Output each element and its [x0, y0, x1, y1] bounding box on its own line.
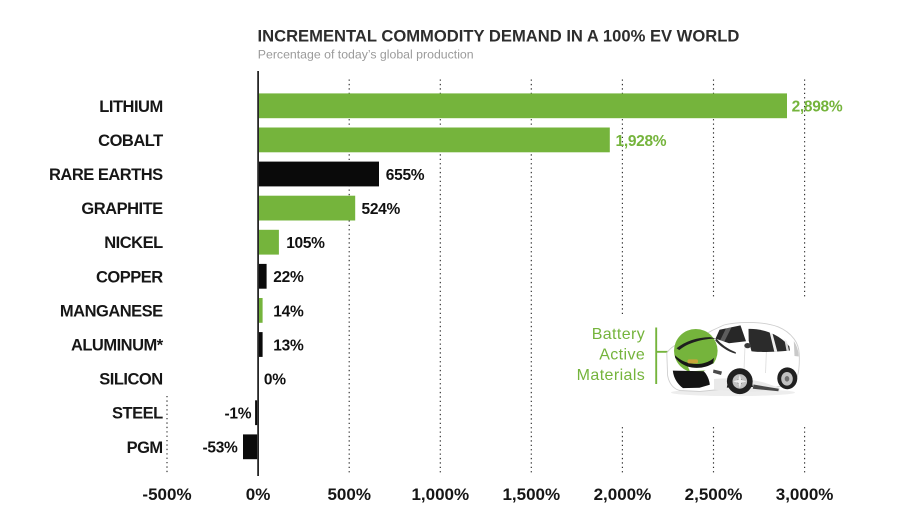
svg-text:-53%: -53%: [203, 440, 239, 457]
svg-text:INCREMENTAL COMMODITY DEMAND I: INCREMENTAL COMMODITY DEMAND IN A 100% E…: [258, 27, 740, 46]
svg-text:Active: Active: [599, 347, 645, 364]
svg-text:ALUMINUM*: ALUMINUM*: [71, 337, 164, 355]
svg-text:GRAPHITE: GRAPHITE: [81, 200, 163, 218]
svg-text:500%: 500%: [327, 485, 370, 504]
svg-text:LITHIUM: LITHIUM: [99, 98, 162, 116]
svg-text:22%: 22%: [273, 269, 304, 286]
svg-text:2,500%: 2,500%: [685, 485, 743, 504]
svg-text:COPPER: COPPER: [96, 268, 163, 286]
svg-text:Percentage of today’s global p: Percentage of today’s global production: [258, 48, 474, 62]
svg-text:1,000%: 1,000%: [411, 485, 469, 504]
svg-text:NICKEL: NICKEL: [104, 234, 163, 252]
svg-text:655%: 655%: [386, 167, 425, 184]
svg-text:Materials: Materials: [577, 367, 646, 384]
svg-text:PGM: PGM: [127, 439, 163, 457]
svg-text:1,928%: 1,928%: [616, 133, 667, 150]
svg-text:3,000%: 3,000%: [776, 485, 834, 504]
svg-text:0%: 0%: [246, 485, 271, 504]
svg-text:STEEL: STEEL: [112, 405, 163, 423]
svg-text:RARE EARTHS: RARE EARTHS: [49, 166, 163, 184]
svg-text:COBALT: COBALT: [98, 132, 163, 150]
svg-text:13%: 13%: [273, 337, 304, 354]
svg-text:0%: 0%: [264, 372, 286, 389]
svg-text:SILICON: SILICON: [99, 371, 162, 389]
svg-text:2,000%: 2,000%: [594, 485, 652, 504]
svg-text:105%: 105%: [286, 235, 325, 252]
svg-text:14%: 14%: [273, 303, 304, 320]
svg-text:MANGANESE: MANGANESE: [60, 302, 163, 320]
svg-text:-1%: -1%: [225, 406, 252, 423]
svg-text:524%: 524%: [362, 201, 401, 218]
svg-text:-500%: -500%: [142, 485, 191, 504]
svg-text:2,898%: 2,898%: [792, 99, 843, 116]
svg-text:1,500%: 1,500%: [502, 485, 560, 504]
svg-text:Battery: Battery: [592, 326, 646, 343]
